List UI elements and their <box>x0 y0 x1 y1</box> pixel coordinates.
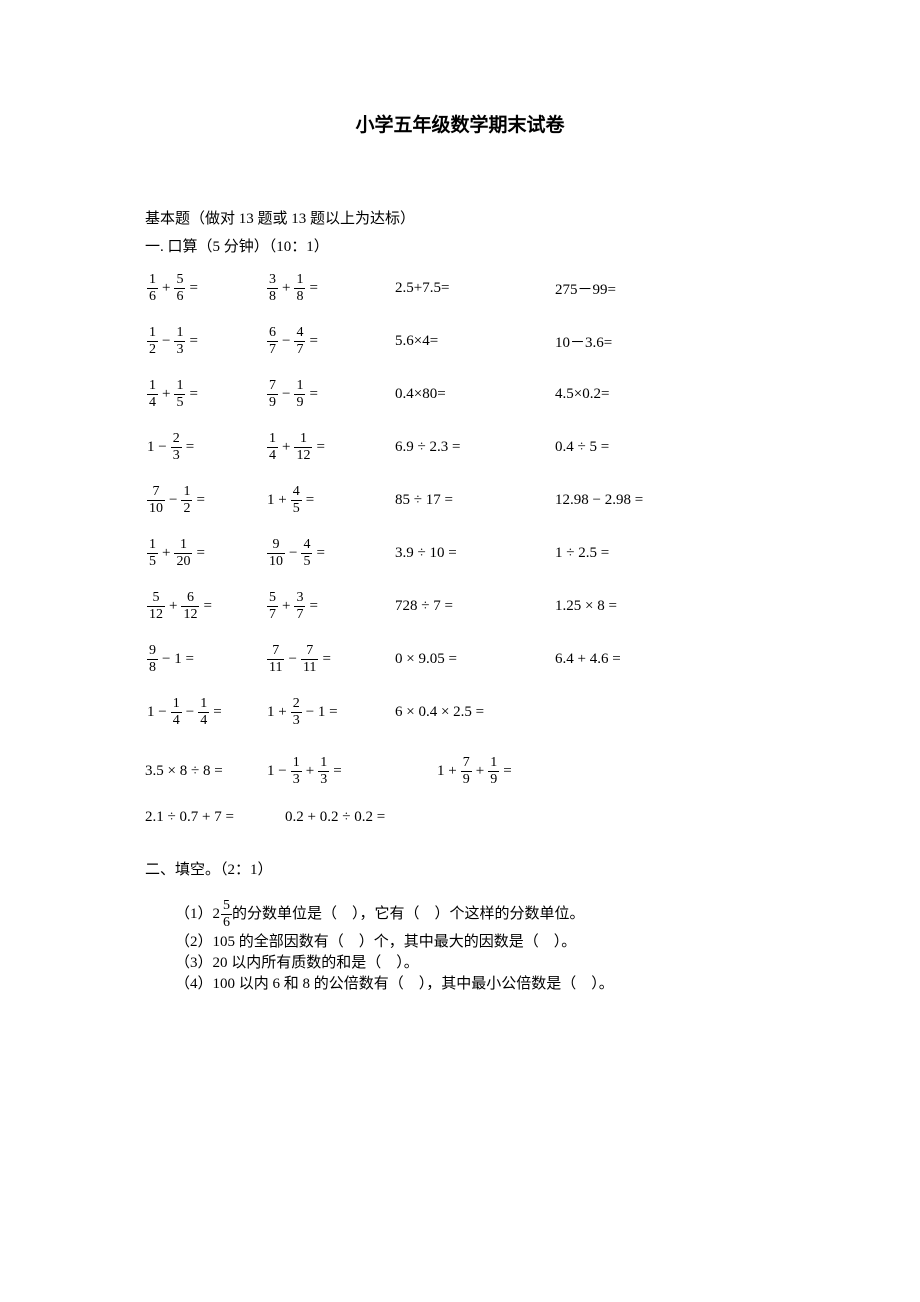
problem-cell: 512+612= <box>145 591 265 622</box>
problem-cell: 0.4×80= <box>395 386 555 403</box>
problem-cell: 98− 1 = <box>145 644 265 675</box>
problem-cell: 15+120= <box>145 538 265 569</box>
problem-cell: 6.4 + 4.6 = <box>555 651 715 668</box>
problem-row: 12−13=67−47=5.6×4=10－3.6= <box>145 326 775 357</box>
fill-q2: （2）105 的全部因数有（ ）个，其中最大的因数是（ ）。 <box>145 930 775 951</box>
problem-cell: 1 ÷ 2.5 = <box>555 545 715 562</box>
problem-row: 98− 1 =711−711=0 × 9.05 =6.4 + 4.6 = <box>145 644 775 675</box>
problem-cell: 2.1 ÷ 0.7 + 7 = <box>145 809 285 826</box>
problem-row: 2.1 ÷ 0.7 + 7 =0.2 + 0.2 ÷ 0.2 = <box>145 809 775 826</box>
problem-cell: 14+15= <box>145 379 265 410</box>
problem-row: 3.5 × 8 ÷ 8 =1 −13+13=1 +79+19= <box>145 756 775 787</box>
problem-cell: 6 × 0.4 × 2.5 = <box>395 704 555 721</box>
problem-cell: 1.25 × 8 = <box>555 598 715 615</box>
problem-cell: 1 +45= <box>265 485 395 516</box>
problem-cell: 12.98 − 2.98 = <box>555 492 715 509</box>
section1-header: 一. 口算（5 分钟）（10：1） <box>145 235 775 259</box>
problem-row: 15+120=910−45=3.9 ÷ 10 =1 ÷ 2.5 = <box>145 538 775 569</box>
basic-note: 基本题（做对 13 题或 13 题以上为达标） <box>145 207 775 231</box>
problem-cell: 0.4 ÷ 5 = <box>555 439 715 456</box>
problem-row: 16+56=38+18=2.5+7.5=275－99= <box>145 273 775 304</box>
problem-cell: 16+56= <box>145 273 265 304</box>
problem-row: 1 −14−14=1 +23− 1 =6 × 0.4 × 2.5 = <box>145 697 775 728</box>
problem-area: 16+56=38+18=2.5+7.5=275－99=12−13=67−47=5… <box>145 273 775 826</box>
problem-cell: 79−19= <box>265 379 395 410</box>
fill-blank-area: （1）256的分数单位是（ ），它有（ ）个这样的分数单位。（2）105 的全部… <box>145 899 775 993</box>
problem-cell: 1 −23= <box>145 432 265 463</box>
problem-cell: 275－99= <box>555 278 715 299</box>
problem-cell: 57+37= <box>265 591 395 622</box>
problem-cell: 711−711= <box>265 644 395 675</box>
problem-cell: 3.5 × 8 ÷ 8 = <box>145 763 265 780</box>
problem-cell: 1 −14−14= <box>145 697 265 728</box>
problem-row: 512+612=57+37=728 ÷ 7 =1.25 × 8 = <box>145 591 775 622</box>
problem-cell: 0.2 + 0.2 ÷ 0.2 = <box>285 809 485 826</box>
fill-q4: （4）100 以内 6 和 8 的公倍数有（ ），其中最小公倍数是（ ）。 <box>145 972 775 993</box>
problem-cell: 67−47= <box>265 326 395 357</box>
problem-cell: 4.5×0.2= <box>555 386 715 403</box>
fill-q1: （1）256的分数单位是（ ），它有（ ）个这样的分数单位。 <box>145 899 775 930</box>
problem-cell: 710−12= <box>145 485 265 516</box>
problem-cell: 1 +79+19= <box>435 756 605 787</box>
problem-cell: 3.9 ÷ 10 = <box>395 545 555 562</box>
problem-cell: 10－3.6= <box>555 331 715 352</box>
problem-cell: 2.5+7.5= <box>395 280 555 297</box>
problem-cell: 1 −13+13= <box>265 756 435 787</box>
problem-cell: 14+112= <box>265 432 395 463</box>
problem-row: 14+15=79−19=0.4×80=4.5×0.2= <box>145 379 775 410</box>
problem-cell: 38+18= <box>265 273 395 304</box>
fill-q3: （3）20 以内所有质数的和是（ ）。 <box>145 951 775 972</box>
problem-cell: 6.9 ÷ 2.3 = <box>395 439 555 456</box>
problem-row: 710−12=1 +45=85 ÷ 17 =12.98 − 2.98 = <box>145 485 775 516</box>
problem-cell: 5.6×4= <box>395 333 555 350</box>
problem-row: 1 −23=14+112=6.9 ÷ 2.3 =0.4 ÷ 5 = <box>145 432 775 463</box>
page-title: 小学五年级数学期末试卷 <box>145 110 775 137</box>
problem-cell: 728 ÷ 7 = <box>395 598 555 615</box>
problem-cell: 85 ÷ 17 = <box>395 492 555 509</box>
problem-cell: 1 +23− 1 = <box>265 697 395 728</box>
problem-cell: 0 × 9.05 = <box>395 651 555 668</box>
problem-cell: 12−13= <box>145 326 265 357</box>
section2-header: 二、填空。（2：1） <box>145 856 775 885</box>
problem-cell: 910−45= <box>265 538 395 569</box>
